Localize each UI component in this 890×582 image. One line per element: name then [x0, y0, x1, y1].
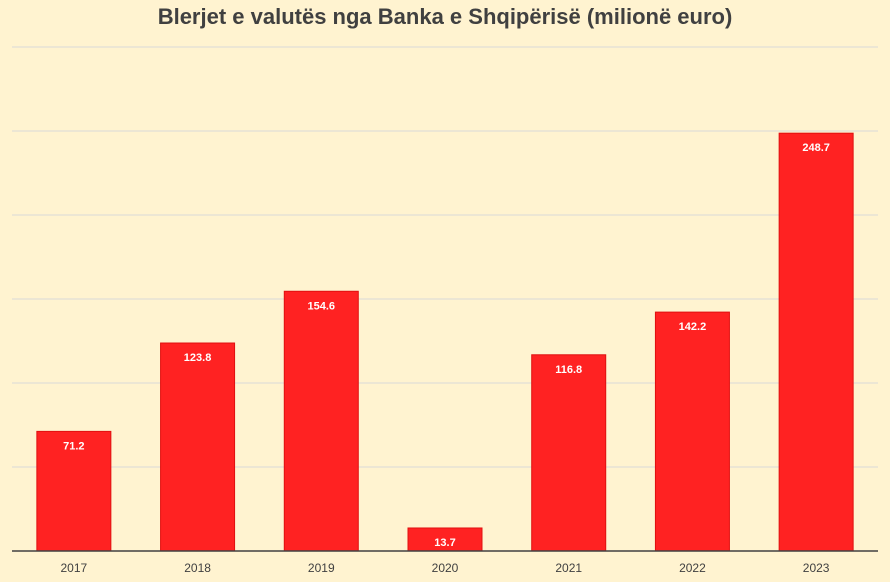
data-label-2019: 154.6	[308, 300, 336, 312]
x-tick-label-2017: 2017	[61, 561, 88, 575]
data-label-2018: 123.8	[184, 352, 212, 364]
x-tick-label-2019: 2019	[308, 561, 335, 575]
chart-title: Blerjet e valutës nga Banka e Shqipërisë…	[157, 4, 733, 29]
bar-2021	[531, 354, 607, 552]
x-tick-label-2022: 2022	[679, 561, 706, 575]
x-tick-label-2020: 2020	[432, 561, 459, 575]
bar-2018	[160, 342, 236, 552]
x-tick-label-2023: 2023	[803, 561, 830, 575]
bar-2017	[36, 430, 112, 552]
data-label-2022: 142.2	[679, 321, 707, 333]
x-tick-label-2018: 2018	[184, 561, 211, 575]
bar-2022	[654, 311, 730, 552]
data-label-2021: 116.8	[555, 364, 582, 376]
data-label-2023: 248.7	[802, 142, 830, 154]
data-label-2017: 71.2	[63, 440, 84, 452]
data-label-2020: 13.7	[434, 537, 455, 549]
x-tick-label-2021: 2021	[555, 561, 582, 575]
bar-2019	[283, 290, 359, 552]
bar-2023	[778, 132, 854, 552]
